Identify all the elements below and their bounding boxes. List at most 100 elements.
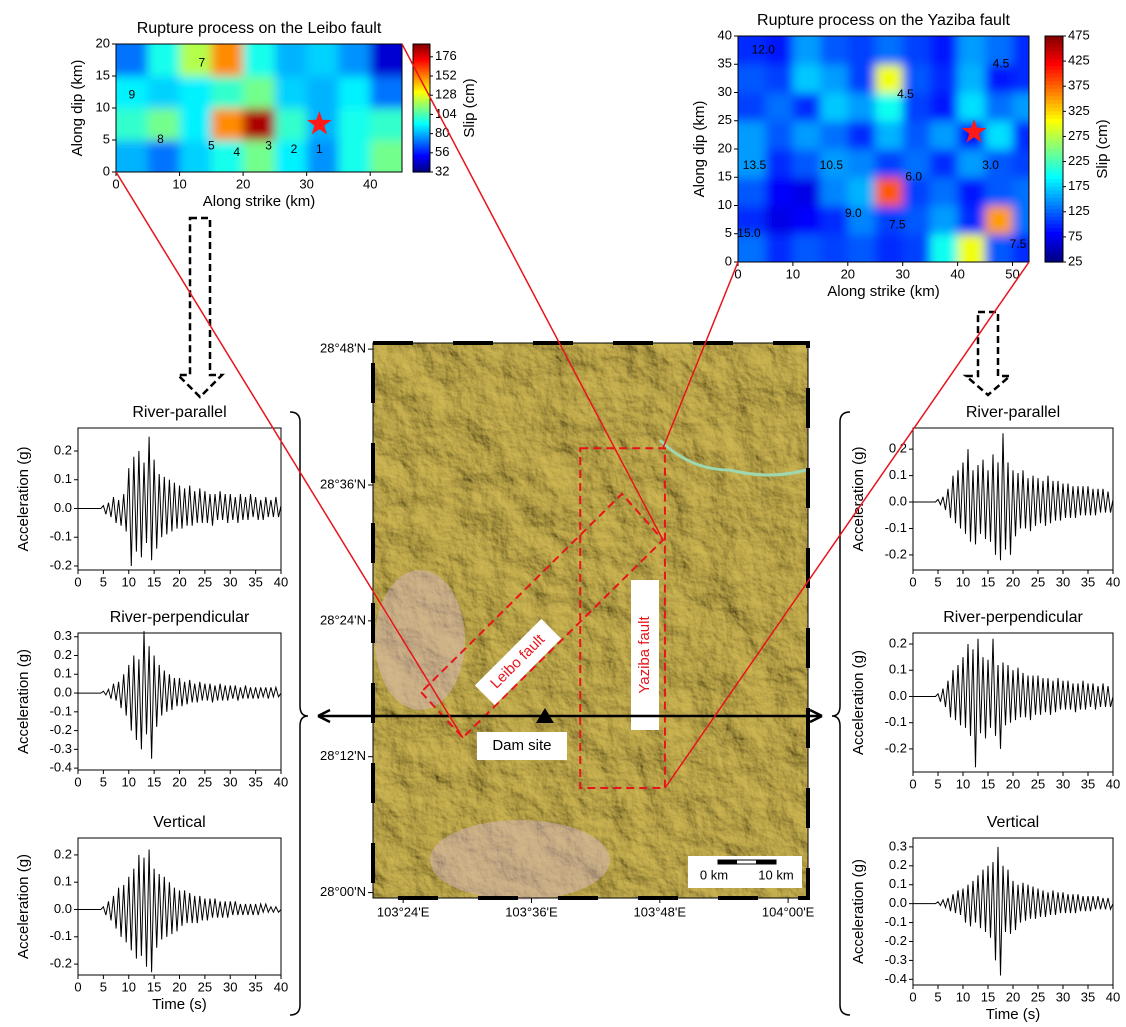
terrain-highland: [375, 570, 465, 710]
y-tick-label: 20: [718, 140, 732, 155]
colorbar-segment: [1045, 89, 1063, 93]
chart-title: River-perpendicular: [943, 609, 1083, 626]
heatmap-cell: [243, 76, 275, 109]
colorbar-segment: [1045, 141, 1063, 145]
colorbar-segment: [1045, 74, 1063, 78]
heatmap-cell: [180, 108, 212, 141]
colorbar-tick-label: 275: [1068, 128, 1090, 143]
waveform: [913, 433, 1113, 560]
x-tick-label: 10: [956, 989, 970, 1004]
plot-frame: [78, 838, 281, 975]
contour-label: 9: [129, 87, 136, 101]
heatmap-cell: [148, 108, 180, 141]
x-tick-label: 35: [248, 979, 262, 994]
contour-label: 4.5: [897, 87, 914, 101]
y-tick-label: 0.0: [889, 688, 907, 703]
plot-frame: [78, 633, 281, 770]
colorbar-tick-label: 80: [435, 125, 449, 140]
heatmap-cell: [243, 0, 275, 77]
heatmap-cell: [697, 234, 766, 305]
colorbar-segment: [1045, 85, 1063, 89]
x-tick-label: 5: [934, 989, 941, 1004]
waveform: [78, 631, 281, 759]
y-axis-label: Acceleration (g): [15, 446, 32, 551]
x-tick-label: 15: [147, 774, 161, 789]
colorbar-tick-label: 75: [1068, 228, 1082, 243]
y-tick-label: 0.0: [889, 895, 907, 910]
y-axis-label: Acceleration (g): [850, 859, 867, 964]
colorbar-tick-label: 56: [435, 144, 449, 159]
colorbar-segment: [1045, 183, 1063, 187]
x-tick-label: 15: [981, 776, 995, 791]
terrain-highland: [430, 820, 610, 900]
y-tick-label: -0.1: [885, 520, 907, 535]
bracket: [290, 412, 308, 1015]
colorbar-segment: [1045, 47, 1063, 51]
colorbar-segment: [1045, 66, 1063, 70]
heatmap-cell: [180, 0, 212, 77]
colorbar-tick-label: 152: [435, 67, 457, 82]
heatmap-cell: [765, 206, 793, 235]
colorbar-segment: [1045, 111, 1063, 115]
heatmap-cell: [765, 149, 793, 178]
y-tick-label: 0: [103, 163, 110, 178]
contour-label: 5: [208, 139, 215, 153]
y-tick-label: 5: [103, 131, 110, 146]
contour-label: 2: [291, 142, 298, 156]
x-tick-label: 35: [1081, 989, 1095, 1004]
y-tick-label: 15: [96, 67, 110, 82]
chart-title: Rupture process on the Leibo fault: [137, 20, 382, 37]
y-tick-label: 28°36'N: [320, 476, 366, 491]
y-tick-label: 40: [718, 27, 732, 42]
y-tick-label: -0.2: [50, 956, 72, 971]
heatmap-cell: [985, 206, 1013, 235]
colorbar-segment: [1045, 236, 1063, 240]
x-tick-label: 10: [122, 774, 136, 789]
x-tick-label: 20: [1006, 989, 1020, 1004]
colorbar-segment: [1045, 187, 1063, 191]
colorbar-segment: [1045, 209, 1063, 213]
x-tick-label: 5: [934, 776, 941, 791]
y-tick-label: 25: [718, 112, 732, 127]
x-axis-label: Time (s): [986, 1006, 1040, 1022]
colorbar-segment: [1045, 44, 1063, 48]
heatmap-cell: [958, 177, 986, 206]
x-tick-label: 30: [223, 574, 237, 589]
x-tick-label: 25: [1031, 776, 1045, 791]
chart-title: River-perpendicular: [110, 609, 250, 626]
y-tick-label: -0.4: [50, 760, 72, 775]
y-tick-label: 0.3: [889, 838, 907, 853]
colorbar-segment: [1045, 119, 1063, 123]
y-tick-label: -0.1: [50, 703, 72, 718]
x-tick-label: 35: [1081, 776, 1095, 791]
colorbar-segment: [1045, 126, 1063, 130]
x-axis-label: Along strike (km): [203, 193, 316, 210]
fault-name: Yaziba fault: [636, 616, 653, 694]
heatmap-cell: [930, 149, 958, 178]
x-tick-label: 25: [198, 574, 212, 589]
heatmap-cell: [958, 93, 986, 122]
colorbar-tick-label: 325: [1068, 103, 1090, 118]
x-tick-label: 10: [786, 266, 800, 281]
heatmap-cell: [930, 93, 958, 122]
y-tick-label: 0.1: [54, 666, 72, 681]
heatmap-cell: [930, 206, 958, 235]
colorbar-segment: [1045, 149, 1063, 153]
x-tick-label: 20: [841, 266, 855, 281]
x-axis-label: Time (s): [152, 996, 206, 1013]
y-tick-label: 20: [96, 35, 110, 50]
colorbar-segment: [1045, 77, 1063, 81]
x-tick-label: 10: [122, 574, 136, 589]
x-tick-label: 40: [274, 574, 288, 589]
x-tick-label: 25: [198, 774, 212, 789]
contour-label: 10.5: [820, 158, 844, 172]
y-tick-label: 35: [718, 56, 732, 71]
heatmap-cell: [820, 121, 848, 150]
y-tick-label: -0.2: [50, 557, 72, 572]
heatmap-cell: [765, 121, 793, 150]
plot-frame: [78, 428, 281, 570]
heatmap-cell: [765, 177, 793, 206]
heatmap-cell: [307, 0, 339, 77]
heatmap-cell: [307, 76, 339, 109]
x-tick-label: 10: [122, 979, 136, 994]
